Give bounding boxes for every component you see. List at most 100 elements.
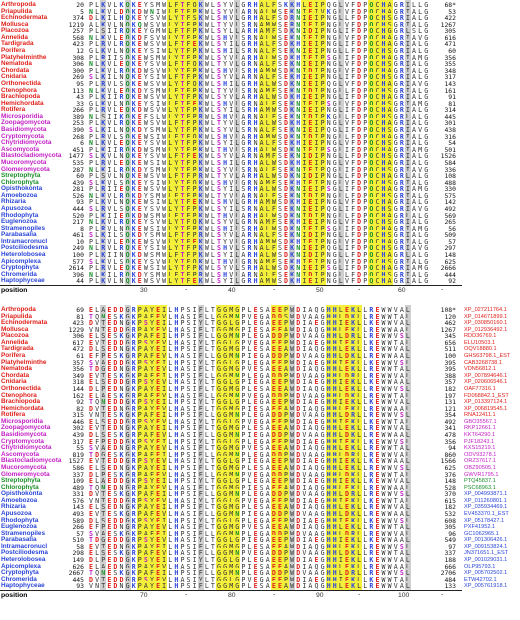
residue: Q	[124, 78, 131, 89]
residue: Y	[148, 403, 156, 414]
residue: S	[89, 444, 94, 453]
residue: L	[404, 305, 411, 315]
residue: N	[253, 86, 258, 95]
residue: L	[356, 311, 363, 322]
residue: T	[210, 358, 215, 367]
residue: E	[119, 106, 124, 115]
residue: W	[381, 371, 386, 380]
residue: K	[350, 423, 357, 434]
residue: D	[270, 508, 277, 519]
residue: P	[241, 450, 246, 459]
residue: V	[95, 542, 100, 551]
residue: H	[380, 98, 387, 109]
residue: P	[363, 178, 368, 187]
residue: S	[386, 190, 393, 201]
residue: I	[247, 483, 252, 492]
residue: E	[343, 515, 351, 526]
residue: S	[186, 437, 191, 446]
residue: L	[404, 397, 411, 408]
residue: I	[107, 211, 112, 220]
residue: S	[277, 251, 282, 260]
residue: E	[307, 78, 314, 89]
residue: D	[357, 198, 362, 207]
residue: I	[247, 404, 252, 413]
residue: F	[148, 370, 156, 381]
residue: W	[289, 403, 296, 414]
residue: V	[95, 529, 100, 538]
residue: L	[404, 324, 411, 335]
residue: P	[363, 126, 368, 135]
residue: G	[332, 172, 337, 181]
residue: G	[259, 496, 264, 505]
residue: C	[374, 52, 381, 63]
residue: I	[192, 529, 197, 538]
residue: D	[284, 40, 289, 49]
residue: L	[234, 0, 241, 10]
residue: Y	[173, 256, 180, 267]
residue: G	[124, 331, 131, 342]
residue: G	[259, 398, 264, 407]
residue: Y	[143, 165, 148, 174]
residue: T	[179, 72, 186, 83]
accession-id: PSC68963.1	[464, 484, 496, 491]
residue: G	[320, 463, 325, 472]
residue: P	[136, 430, 143, 441]
residue: I	[313, 197, 320, 208]
residue: D	[357, 139, 362, 148]
residue: P	[319, 13, 326, 24]
alignment-row: Parabasalia 461 S L K I L S Q K D Y S M W L F T F P R W L S Y V L A…	[0, 230, 520, 241]
residue: G	[424, 47, 429, 56]
residue: F	[351, 251, 356, 260]
residue: V	[247, 470, 252, 479]
residue: E	[253, 503, 258, 512]
residue: K	[131, 14, 136, 23]
residue: P	[363, 218, 368, 227]
residue: Y	[223, 53, 228, 62]
residue: R	[247, 132, 252, 141]
end-position: 860	[444, 450, 456, 459]
residue: A	[142, 541, 149, 552]
residue: I	[344, 165, 349, 174]
residue: K	[197, 6, 204, 17]
residue: I	[192, 358, 197, 367]
residue: I	[229, 158, 234, 167]
residue: N	[119, 20, 124, 29]
residue: F	[185, 171, 192, 182]
residue: W	[270, 210, 277, 221]
taxon-label: Mucoromycota	[1, 463, 47, 471]
residue: A	[308, 398, 313, 407]
residue: D	[284, 145, 289, 154]
residue: R	[247, 86, 252, 95]
residue: W	[204, 165, 209, 174]
residue: L	[337, 59, 344, 70]
residue: D	[95, 536, 100, 545]
residue: W	[270, 52, 277, 63]
residue: P	[180, 437, 185, 446]
residue: W	[381, 477, 386, 486]
residue: L	[210, 204, 215, 213]
residue: C	[374, 184, 381, 195]
residue: L	[337, 78, 344, 89]
residue: L	[356, 535, 363, 546]
residue: P	[191, 157, 198, 168]
residue: E	[284, 20, 289, 29]
residue: E	[307, 46, 314, 57]
residue: P	[283, 436, 290, 447]
residue: R	[399, 106, 404, 115]
residue: I	[107, 14, 112, 23]
residue: A	[241, 211, 246, 220]
residue: E	[375, 358, 380, 367]
residue: L	[167, 39, 174, 50]
residue: D	[357, 185, 362, 194]
residue: S	[386, 13, 393, 24]
residue: L	[95, 106, 100, 115]
residue: I	[301, 85, 308, 96]
residue: P	[191, 230, 198, 241]
residue: F	[185, 177, 192, 188]
residue: F	[351, 191, 356, 200]
residue: S	[149, 264, 154, 273]
residue: L	[337, 118, 344, 129]
residue: E	[270, 482, 277, 493]
residue: H	[380, 276, 387, 287]
